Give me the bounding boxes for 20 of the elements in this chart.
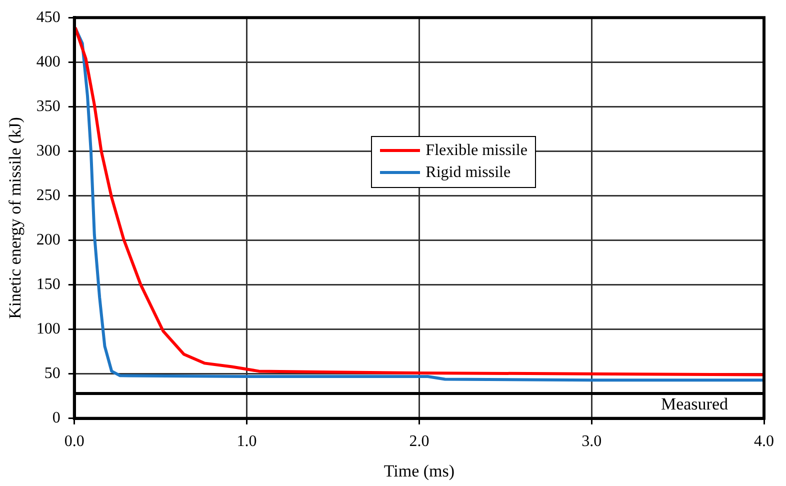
legend-label: Rigid missile (426, 162, 511, 183)
ref-line-label: Measured (660, 394, 728, 414)
x-axis-title: Time (ms) (384, 461, 455, 480)
y-tick-label: 100 (36, 320, 60, 338)
y-tick-label: 350 (36, 98, 60, 115)
x-tick-label: 1.0 (236, 433, 257, 450)
y-tick-label: 400 (36, 53, 60, 70)
y-tick-label: 450 (36, 8, 60, 26)
legend-label: Flexible missile (426, 140, 528, 161)
y-tick-label: 250 (36, 186, 60, 204)
y-tick-label: 200 (36, 231, 60, 248)
y-tick-label: 0 (52, 410, 60, 427)
x-tick-label: 0.0 (64, 433, 84, 450)
x-tick-label: 3.0 (582, 433, 602, 450)
y-axis-title: Kinetic energy of missile (kJ) (6, 117, 25, 319)
x-tick-label: 4.0 (754, 433, 774, 450)
y-tick-label: 150 (36, 276, 60, 294)
x-tick-label: 2.0 (409, 433, 430, 450)
y-tick-label: 300 (36, 142, 60, 160)
y-tick-label: 50 (44, 365, 60, 382)
